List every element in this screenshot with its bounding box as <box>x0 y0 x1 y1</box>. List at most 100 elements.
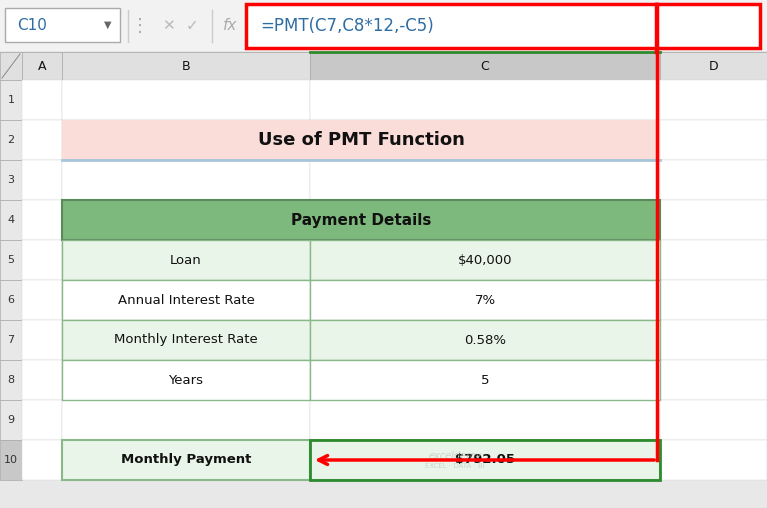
Bar <box>310 240 660 280</box>
Bar <box>310 440 660 480</box>
Text: Payment Details: Payment Details <box>291 212 431 228</box>
Bar <box>0 200 22 240</box>
Bar <box>0 120 22 160</box>
Text: ✓: ✓ <box>186 18 199 34</box>
Text: $792.05: $792.05 <box>455 454 515 466</box>
Bar <box>62 360 310 400</box>
Bar <box>660 160 767 200</box>
Bar <box>310 400 660 440</box>
Bar <box>0 160 22 200</box>
Bar <box>22 120 62 160</box>
Text: Years: Years <box>169 373 203 387</box>
Bar <box>62 160 310 200</box>
Text: 8: 8 <box>8 375 15 385</box>
Bar <box>310 240 660 280</box>
Bar <box>660 400 767 440</box>
Bar <box>310 52 660 80</box>
Bar <box>660 440 767 480</box>
Text: EXCEL · DATA · BI: EXCEL · DATA · BI <box>425 463 485 469</box>
Text: 7: 7 <box>8 335 15 345</box>
Text: ⋮: ⋮ <box>131 17 149 35</box>
Bar <box>22 240 62 280</box>
Text: 5: 5 <box>8 255 15 265</box>
Bar <box>660 280 767 320</box>
Bar <box>22 200 62 240</box>
Text: Loan: Loan <box>170 253 202 267</box>
Bar <box>22 160 62 200</box>
Bar <box>660 240 767 280</box>
Text: 5: 5 <box>481 373 489 387</box>
Text: D: D <box>709 59 719 73</box>
Bar <box>310 440 660 480</box>
Text: Annual Interest Rate: Annual Interest Rate <box>117 294 255 306</box>
Bar <box>0 80 22 120</box>
Text: ▼: ▼ <box>104 20 112 30</box>
Bar <box>246 4 760 48</box>
Bar <box>22 52 62 80</box>
Bar <box>62 52 310 80</box>
Bar <box>0 360 22 400</box>
Text: 10: 10 <box>4 455 18 465</box>
Bar <box>660 120 767 160</box>
Bar <box>62 320 310 360</box>
Bar <box>660 52 767 80</box>
Bar <box>22 400 62 440</box>
Bar <box>62 360 310 400</box>
Text: 9: 9 <box>8 415 15 425</box>
Bar <box>22 360 62 400</box>
Bar <box>0 440 22 480</box>
Bar <box>62 280 310 320</box>
Bar <box>310 360 660 400</box>
Bar <box>62 240 310 280</box>
Bar <box>310 120 660 160</box>
Bar <box>62 80 310 120</box>
Bar <box>62 320 310 360</box>
Bar <box>660 360 767 400</box>
Bar <box>62 120 310 160</box>
Text: 6: 6 <box>8 295 15 305</box>
Text: $40,000: $40,000 <box>458 253 512 267</box>
Bar <box>0 240 22 280</box>
Text: B: B <box>182 59 190 73</box>
Bar <box>22 440 62 480</box>
Bar <box>62 200 310 240</box>
Text: Monthly Interest Rate: Monthly Interest Rate <box>114 333 258 346</box>
Bar <box>660 200 767 240</box>
Text: C10: C10 <box>17 17 47 33</box>
Bar <box>310 320 660 360</box>
Text: 1: 1 <box>8 95 15 105</box>
Bar <box>310 280 660 320</box>
Bar <box>310 440 660 480</box>
Text: Use of PMT Function: Use of PMT Function <box>258 131 465 149</box>
Text: exceldemy: exceldemy <box>428 451 482 461</box>
Bar <box>22 80 767 480</box>
Bar <box>310 80 660 120</box>
Bar <box>62 200 660 240</box>
Bar <box>310 200 660 240</box>
Bar <box>62 440 310 480</box>
Text: fx: fx <box>222 18 237 34</box>
Text: 7%: 7% <box>475 294 495 306</box>
Bar <box>22 280 62 320</box>
Bar <box>660 80 767 120</box>
Bar <box>310 160 660 200</box>
Bar <box>310 360 660 400</box>
Bar <box>310 280 660 320</box>
Text: ✕: ✕ <box>162 18 174 34</box>
Bar <box>62 280 310 320</box>
Bar <box>62 240 310 280</box>
Text: 0.58%: 0.58% <box>464 333 506 346</box>
Text: A: A <box>38 59 46 73</box>
Text: 3: 3 <box>8 175 15 185</box>
Bar <box>62 440 310 480</box>
Text: 4: 4 <box>8 215 15 225</box>
Text: Monthly Payment: Monthly Payment <box>121 454 251 466</box>
Text: C: C <box>481 59 489 73</box>
Bar <box>0 0 767 52</box>
Bar <box>62 120 660 160</box>
Bar <box>22 80 62 120</box>
Bar <box>0 320 22 360</box>
Bar <box>62 400 310 440</box>
Text: 2: 2 <box>8 135 15 145</box>
Text: =PMT(C7,C8*12,-C5): =PMT(C7,C8*12,-C5) <box>260 17 434 35</box>
